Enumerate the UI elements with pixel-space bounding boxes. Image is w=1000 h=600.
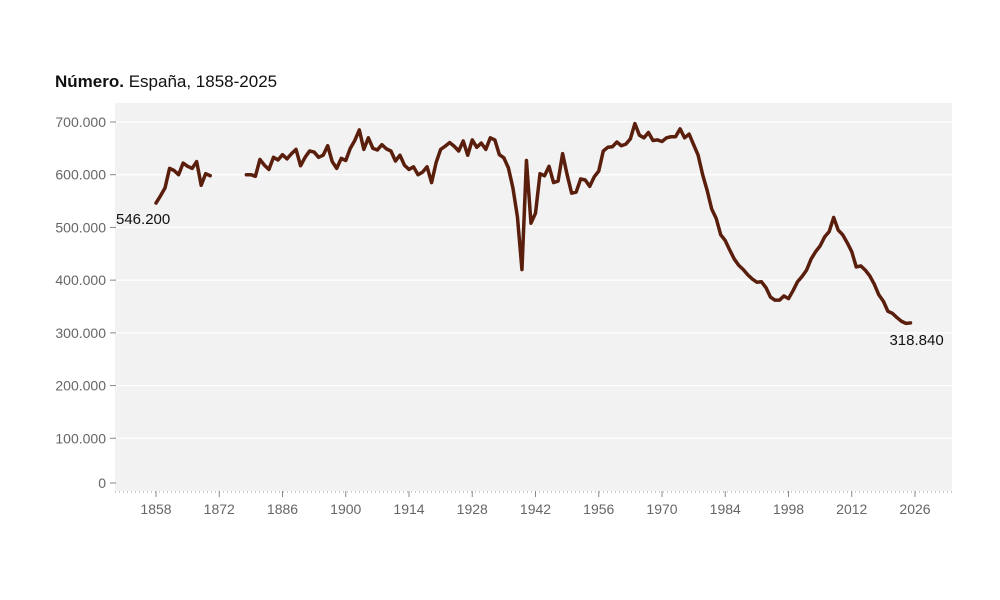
x-tick-label: 1914 xyxy=(393,501,424,517)
x-tick-label: 1942 xyxy=(520,501,551,517)
y-tick-label: 700.000 xyxy=(55,114,106,130)
end-value-label: 318.840 xyxy=(889,332,943,349)
x-tick-label: 1956 xyxy=(583,501,614,517)
plot-background xyxy=(115,103,952,491)
x-axis: 1858 1872 1886 1900 1914 1928 1942 1956 1970 1984… xyxy=(115,491,952,517)
x-tick-label: 1886 xyxy=(267,501,298,517)
series-line-segment xyxy=(154,159,212,205)
x-tick-label: 1872 xyxy=(204,501,235,517)
y-tick-label: 300.000 xyxy=(55,325,106,341)
x-tick-label: 1928 xyxy=(457,501,488,517)
x-tick-label: 2026 xyxy=(899,501,930,517)
series-group xyxy=(154,121,913,326)
start-value-label: 546.200 xyxy=(116,211,170,228)
y-axis: 0 100.000 200.000 300.000 400.000 500.000 600.… xyxy=(55,114,116,491)
x-tick-label: 1858 xyxy=(140,501,171,517)
x-tick-label: 1998 xyxy=(773,501,804,517)
chart-title-bold: Número. xyxy=(55,72,124,91)
chart-title: Número. España, 1858-2025 xyxy=(55,72,277,92)
y-tick-label: 0 xyxy=(98,475,106,491)
y-tick-label: 100.000 xyxy=(55,430,106,446)
x-tick-label: 1900 xyxy=(330,501,361,517)
y-tick-label: 400.000 xyxy=(55,272,106,288)
y-tick-label: 600.000 xyxy=(55,167,106,183)
x-tick-label: 1984 xyxy=(710,501,741,517)
y-tick-label: 500.000 xyxy=(55,219,106,235)
chart-title-rest: España, 1858-2025 xyxy=(128,72,278,91)
series-line-segment xyxy=(244,121,913,326)
x-tick-label: 1970 xyxy=(646,501,677,517)
x-tick-label: 2012 xyxy=(836,501,867,517)
y-tick-label: 200.000 xyxy=(55,378,106,394)
